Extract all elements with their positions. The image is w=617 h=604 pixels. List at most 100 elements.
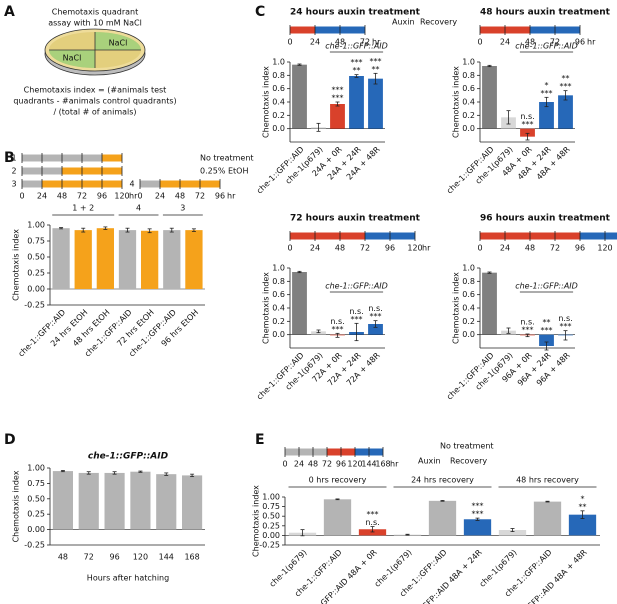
timeline-segment <box>290 232 365 240</box>
timeline-tick-label: 144 <box>361 460 376 469</box>
bar <box>141 230 159 289</box>
bar <box>163 230 181 289</box>
y-tick-label: 0.4 <box>272 98 285 107</box>
timeline-unit: hr <box>372 38 381 47</box>
y-tick-label: 0.2 <box>462 317 475 326</box>
y-tick-label: 0.50 <box>27 494 45 503</box>
bar <box>292 64 307 129</box>
assay-title: Chemotaxis quadrant <box>52 8 139 17</box>
timeline-tick-label: 24 <box>155 192 165 201</box>
bar <box>52 228 70 289</box>
timeline-tick-label: 0 <box>477 38 482 47</box>
timeline-segment <box>580 232 617 240</box>
significance: *** <box>332 325 344 334</box>
significance: *** <box>367 510 379 519</box>
panel-letter: D <box>4 432 16 448</box>
significance: n.s. <box>330 317 344 326</box>
chart-title: 48 hours auxin treatment <box>480 8 611 18</box>
y-tick-label: 0.2 <box>272 111 285 120</box>
timeline-tick-label: 72 <box>322 460 332 469</box>
timeline-tick-label: 120 <box>347 460 362 469</box>
timeline-tick-label: 0 <box>287 244 292 253</box>
y-tick-label: 0.2 <box>462 111 475 120</box>
panel-letter: E <box>255 432 265 448</box>
timeline-row-label: 4 <box>129 180 134 189</box>
timeline-tick-label: 72 <box>360 38 370 47</box>
bar <box>498 530 527 536</box>
bar <box>568 514 597 536</box>
significance: *** <box>351 58 363 67</box>
bar <box>96 228 114 289</box>
group-label: 4 <box>136 204 141 213</box>
bar <box>78 472 99 530</box>
chart-title: 72 hours auxin treatment <box>290 214 421 224</box>
timeline-tick-label: 24 <box>500 244 510 253</box>
timeline-unit: hr <box>129 192 138 201</box>
timeline-tick-label: 24 <box>310 244 320 253</box>
timeline-segment <box>102 154 122 162</box>
timeline-segment <box>22 180 42 188</box>
significance: *** <box>370 312 382 321</box>
timeline-unit: hr <box>390 460 399 469</box>
bar <box>185 230 203 289</box>
significance: *** <box>560 82 572 91</box>
significance: *** <box>351 315 363 324</box>
bar <box>52 471 73 530</box>
y-tick-label: 0.00 <box>27 285 45 294</box>
bar <box>520 128 535 137</box>
bar <box>482 272 497 335</box>
y-axis-label: Chemotaxis index <box>12 470 21 542</box>
panel-letter: A <box>4 4 15 20</box>
y-tick-label: 1.00 <box>262 493 280 502</box>
timeline-tick-label: 96 <box>336 460 346 469</box>
significance: *** <box>332 94 344 103</box>
x-tick-label: 120 <box>133 553 148 562</box>
y-tick-label: 0.6 <box>272 290 285 299</box>
timeline-segment <box>140 180 160 188</box>
significance: ** <box>562 74 570 83</box>
timeline-tick-label: 96 <box>215 192 225 201</box>
group-label: 3 <box>180 204 185 213</box>
timeline-tick-label: 24 <box>37 192 47 201</box>
significance: ** <box>353 66 361 75</box>
y-axis-label: Chemotaxis index <box>452 272 461 344</box>
x-tick-label: 48 <box>58 553 68 562</box>
bar <box>349 76 364 129</box>
y-axis-label: Chemotaxis index <box>262 272 271 344</box>
significance: *** <box>522 326 534 335</box>
panel-letter: C <box>255 4 265 20</box>
y-axis-label: Chemotaxis index <box>262 66 271 138</box>
x-tick-label: 168 <box>184 553 199 562</box>
bar <box>130 471 151 530</box>
bar <box>323 499 352 536</box>
timeline-unit: hr <box>587 38 596 47</box>
significance: n.s. <box>368 304 382 313</box>
bar <box>118 230 137 289</box>
y-axis-label: Chemotaxis index <box>452 66 461 138</box>
timeline-tick-label: 24 <box>310 38 320 47</box>
significance: ** <box>543 318 551 327</box>
panel-letter: B <box>4 150 15 166</box>
significance: *** <box>522 120 534 129</box>
significance: ** <box>372 65 380 74</box>
significance: n.s. <box>520 112 534 121</box>
y-tick-label: 1.0 <box>272 58 285 67</box>
group-label: 0 hrs recovery <box>309 476 367 485</box>
timeline-segment <box>160 180 220 188</box>
bar <box>533 501 562 536</box>
timeline-tick-label: 48 <box>308 460 318 469</box>
y-axis-label: Chemotaxis index <box>252 485 261 557</box>
y-tick-label: 0.6 <box>462 84 475 93</box>
timeline-tick-label: 120 <box>407 244 422 253</box>
bracket-label: che-1::GFP::AID <box>515 42 578 51</box>
timeline-tick-label: 48 <box>335 244 345 253</box>
bar <box>292 272 307 335</box>
significance: *** <box>472 510 484 519</box>
y-tick-label: 0.50 <box>262 512 280 521</box>
bar <box>368 78 383 129</box>
bar <box>428 500 457 536</box>
y-tick-label: 0.00 <box>27 525 45 534</box>
significance: n.s. <box>349 307 363 316</box>
y-tick-label: 0.8 <box>462 71 475 80</box>
